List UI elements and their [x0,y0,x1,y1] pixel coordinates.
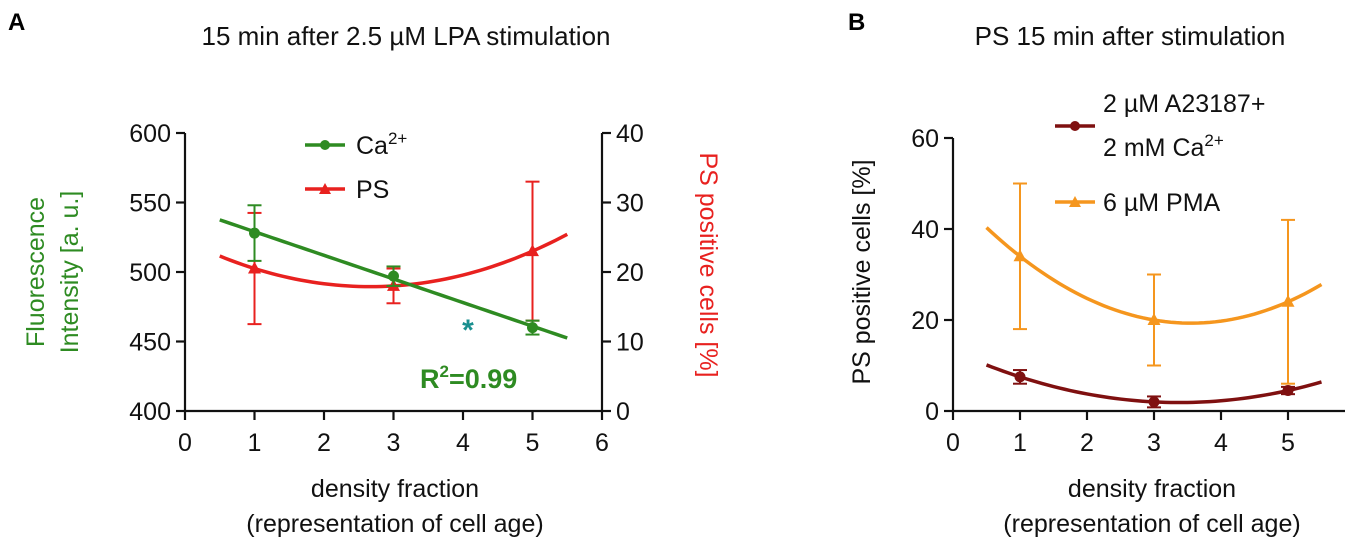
panel-a-ylabel-line1: Fluorescence [22,197,50,347]
panel-b-x-tick-label: 2 [1080,429,1094,457]
pma-series-data-point [1013,249,1027,262]
panel-b: B PS 15 min after stimulation 0 1 2 3 4 5 0 20… [848,9,1345,538]
panel-a-y2-tick-label: 0 [616,398,630,426]
panel-a-y2-tick-label: 40 [616,120,644,148]
a23187-series-data-point [1014,371,1026,383]
panel-a-y-tick-label: 550 [129,190,171,218]
panel-b-y-tick-label: 60 [911,125,939,153]
panel-a-y2label: PS positive cells [%] [694,152,722,377]
ps-series-data-point [526,244,539,257]
r-squared-label: R2=0.99 [420,362,517,394]
panel-a-x-tick-label: 5 [526,429,540,457]
legend-pma-marker [1069,196,1081,207]
panel-a-x-tick-label: 2 [317,429,331,457]
panel-b-x-tick-label: 4 [1214,429,1228,457]
panel-a-x-tick-label: 0 [178,429,192,457]
panel-a-x-tick-label: 4 [456,429,470,457]
panel-a-y2-tick-label: 10 [616,329,644,357]
panel-b-x-ticks: 0 1 2 3 4 5 [946,411,1295,457]
panel-a-x-tick-label: 6 [595,429,609,457]
legend-a23187-label-line2: 2 mM Ca2+ [1103,131,1224,162]
ps-series-data-point [248,261,261,274]
legend-pma-label: 6 µM PMA [1103,189,1221,217]
panel-b-x-tick-label: 5 [1281,429,1295,457]
panel-b-y-tick-label: 20 [911,307,939,335]
panel-a-y-tick-label: 400 [129,398,171,426]
panel-a-y-ticks: 400 450 500 550 600 [129,120,185,426]
legend-ca-label: Ca2+ [356,129,407,160]
panel-b-title: PS 15 min after stimulation [975,21,1286,51]
panel-a-y-tick-label: 600 [129,120,171,148]
panel-a-y2-tick-label: 30 [616,190,644,218]
panel-b-y-tick-label: 40 [911,216,939,244]
legend-a23187-label-line1: 2 µM A23187+ [1103,90,1265,118]
a23187-series-data-point [1148,396,1160,408]
legend-ps-marker [319,183,331,194]
pma-series-data-point [1147,313,1161,325]
panel-b-legend: 2 µM A23187+ 2 mM Ca2+ 6 µM PMA [1055,90,1265,217]
panel-a-xlabel-line2: (representation of cell age) [246,510,543,538]
panel-b-y-tick-label: 0 [925,398,939,426]
panel-b-x-tick-label: 1 [1013,429,1027,457]
panel-b-y-ticks: 0 20 40 60 [911,125,953,426]
panel-a-plot-area [219,180,569,340]
legend-a23187-marker [1070,121,1080,131]
panel-b-x-tick-label: 0 [946,429,960,457]
panel-a-letter: A [8,9,25,36]
panel-a-legend: Ca2+ PS [305,129,407,204]
panel-b-letter: B [848,9,865,36]
panel-b-xlabel-line2: (representation of cell age) [1003,510,1300,538]
panel-b-plot-area [985,182,1323,409]
panel-b-ylabel: PS positive cells [%] [848,159,876,384]
ca-series-data-point [249,227,260,239]
ca-series-data-point [388,270,399,282]
panel-a-y2-ticks: 0 10 20 30 40 [602,120,644,426]
panel-a-y-tick-label: 450 [129,329,171,357]
panel-a: A 15 min after 2.5 µM LPA stimulation 0 1… [8,9,722,538]
legend-ca-marker [320,140,330,150]
a23187-series-data-point [1282,385,1294,397]
panel-a-x-tick-label: 1 [248,429,262,457]
panel-a-y2-tick-label: 20 [616,259,644,287]
panel-a-ylabel-line2: Intensity [a. u.] [56,191,84,354]
ca-series-data-point [527,322,538,334]
panel-b-x-tick-label: 3 [1147,429,1161,457]
panel-a-title: 15 min after 2.5 µM LPA stimulation [201,21,610,51]
panel-a-xlabel-line1: density fraction [311,475,479,503]
panel-a-y-tick-label: 500 [129,259,171,287]
legend-ps-label: PS [356,176,389,204]
panel-a-x-tick-label: 3 [387,429,401,457]
panel-a-x-ticks: 0 1 2 3 4 5 6 [178,411,609,457]
panel-b-xlabel-line1: density fraction [1068,475,1236,503]
significance-asterisk: * [462,314,474,347]
pma-series-data-point [1281,294,1295,307]
